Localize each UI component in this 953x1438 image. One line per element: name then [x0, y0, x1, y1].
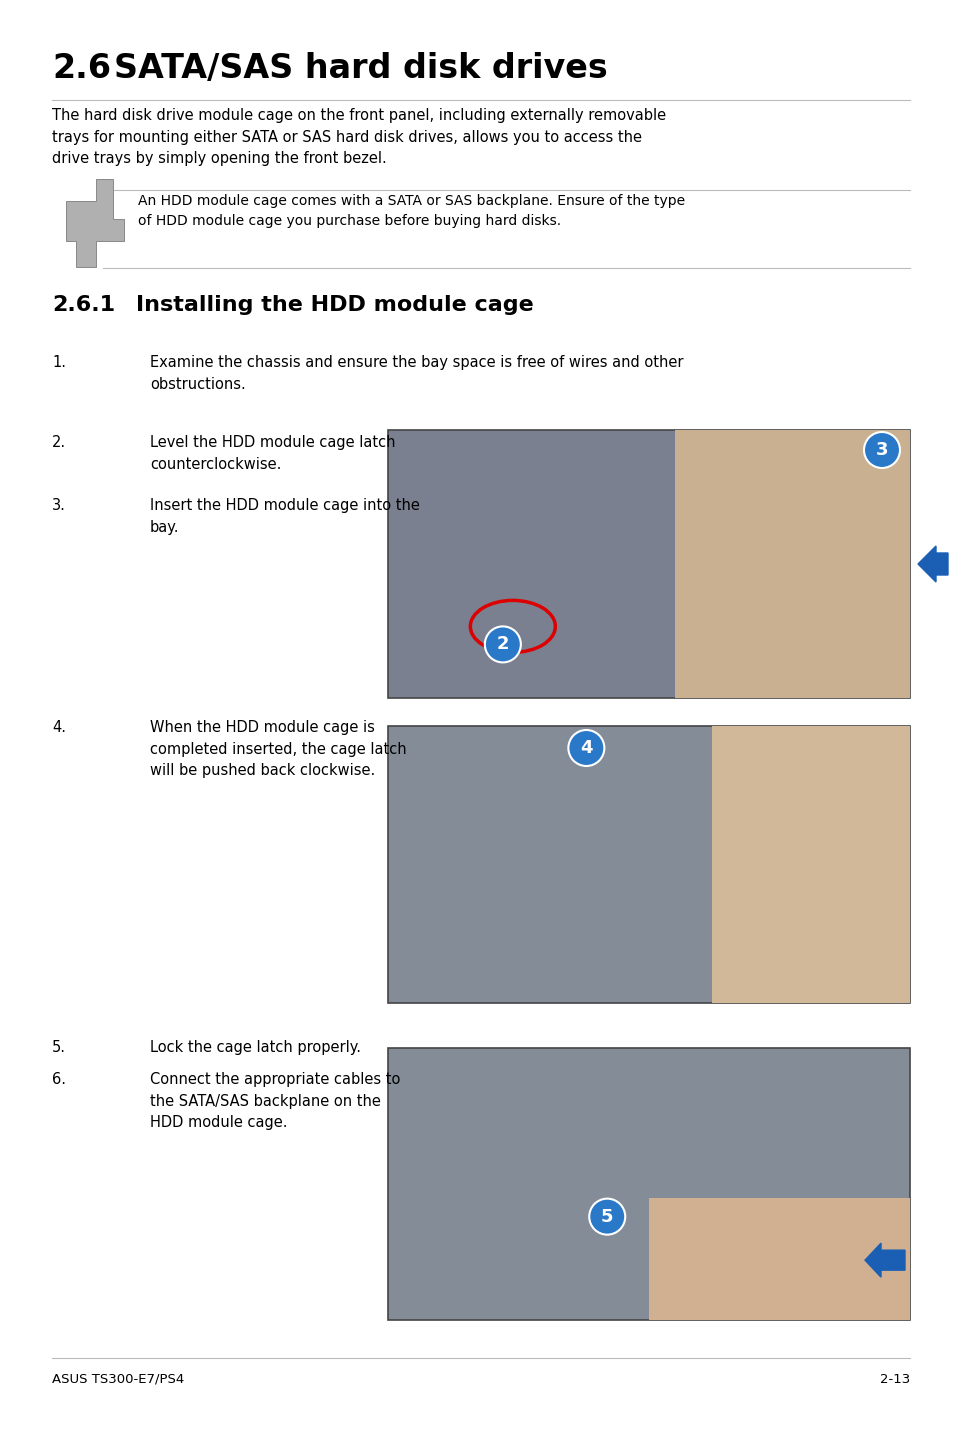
FancyArrow shape	[917, 546, 947, 582]
Circle shape	[863, 431, 899, 467]
FancyBboxPatch shape	[711, 726, 909, 1002]
Text: Level the HDD module cage latch
counterclockwise.: Level the HDD module cage latch counterc…	[150, 436, 395, 472]
Text: ASUS TS300-E7/PS4: ASUS TS300-E7/PS4	[52, 1373, 184, 1386]
Text: An HDD module cage comes with a SATA or SAS backplane. Ensure of the type
of HDD: An HDD module cage comes with a SATA or …	[138, 194, 684, 229]
Circle shape	[484, 627, 520, 663]
Text: 2.6.1: 2.6.1	[52, 295, 115, 315]
Text: Installing the HDD module cage: Installing the HDD module cage	[136, 295, 533, 315]
Text: The hard disk drive module cage on the front panel, including externally removab: The hard disk drive module cage on the f…	[52, 108, 665, 167]
FancyBboxPatch shape	[388, 430, 909, 697]
Text: 1.: 1.	[52, 355, 66, 370]
Text: 3: 3	[875, 441, 887, 459]
Text: 5.: 5.	[52, 1040, 66, 1055]
Polygon shape	[66, 178, 124, 267]
Circle shape	[568, 731, 604, 766]
Circle shape	[589, 1199, 624, 1235]
Text: 6.: 6.	[52, 1071, 66, 1087]
Text: SATA/SAS hard disk drives: SATA/SAS hard disk drives	[113, 52, 607, 85]
Text: When the HDD module cage is
completed inserted, the cage latch
will be pushed ba: When the HDD module cage is completed in…	[150, 720, 406, 778]
Text: 2: 2	[497, 636, 509, 653]
Text: Insert the HDD module cage into the
bay.: Insert the HDD module cage into the bay.	[150, 498, 419, 535]
Text: 2-13: 2-13	[879, 1373, 909, 1386]
Text: 2.6: 2.6	[52, 52, 111, 85]
FancyArrow shape	[864, 1244, 904, 1277]
Text: 4: 4	[579, 739, 592, 756]
Text: 3.: 3.	[52, 498, 66, 513]
FancyBboxPatch shape	[648, 1198, 909, 1320]
FancyBboxPatch shape	[388, 1048, 909, 1320]
Text: Connect the appropriate cables to
the SATA/SAS backplane on the
HDD module cage.: Connect the appropriate cables to the SA…	[150, 1071, 400, 1130]
Text: 5: 5	[600, 1208, 613, 1225]
Text: 2.: 2.	[52, 436, 66, 450]
FancyBboxPatch shape	[675, 430, 909, 697]
Text: Lock the cage latch properly.: Lock the cage latch properly.	[150, 1040, 360, 1055]
Text: Examine the chassis and ensure the bay space is free of wires and other
obstruct: Examine the chassis and ensure the bay s…	[150, 355, 682, 391]
FancyBboxPatch shape	[388, 726, 909, 1002]
Text: 4.: 4.	[52, 720, 66, 735]
